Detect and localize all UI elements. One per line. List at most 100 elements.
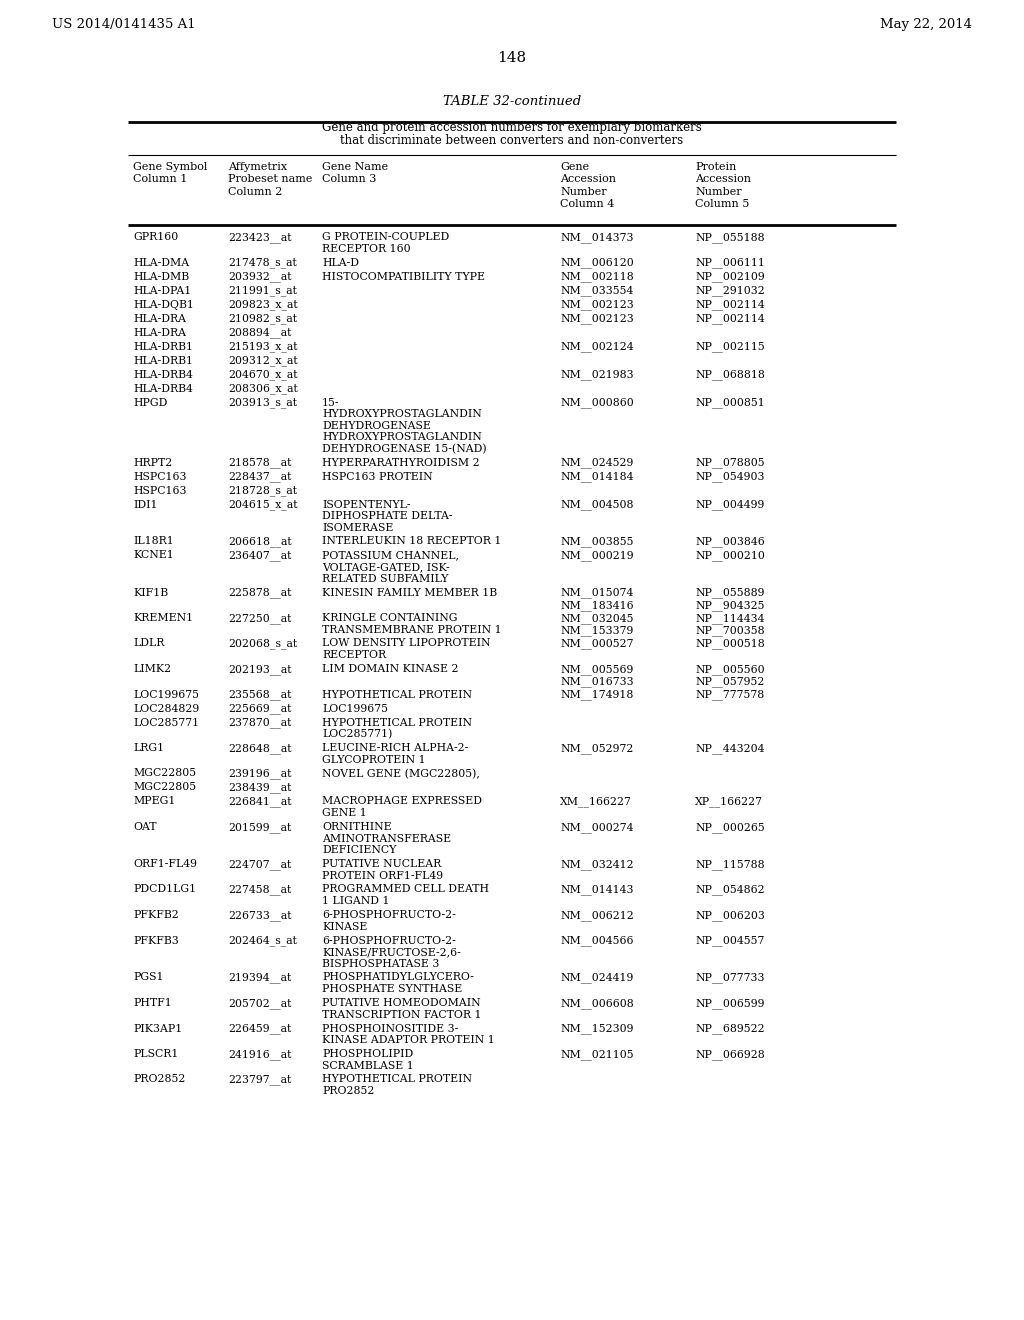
Text: 223797__at: 223797__at (228, 1074, 291, 1085)
Text: HLA-DRB4: HLA-DRB4 (133, 384, 193, 393)
Text: PHOSPHOINOSITIDE 3-
KINASE ADAPTOR PROTEIN 1: PHOSPHOINOSITIDE 3- KINASE ADAPTOR PROTE… (322, 1023, 495, 1045)
Text: US 2014/0141435 A1: US 2014/0141435 A1 (52, 18, 196, 30)
Text: NM__002123: NM__002123 (560, 314, 634, 325)
Text: NM__014373: NM__014373 (560, 232, 634, 243)
Text: LOC284829: LOC284829 (133, 704, 200, 714)
Text: LOC199675: LOC199675 (133, 689, 199, 700)
Text: NP__068818: NP__068818 (695, 370, 765, 380)
Text: 6-PHOSPHOFRUCTO-2-
KINASE/FRUCTOSE-2,6-
BISPHOSPHATASE 3: 6-PHOSPHOFRUCTO-2- KINASE/FRUCTOSE-2,6- … (322, 936, 461, 969)
Text: NM__024419: NM__024419 (560, 973, 634, 983)
Text: NM__015074
NM__183416: NM__015074 NM__183416 (560, 587, 634, 611)
Text: NP__054903: NP__054903 (695, 471, 765, 482)
Text: NP__002115: NP__002115 (695, 342, 765, 352)
Text: 227250__at: 227250__at (228, 612, 292, 624)
Text: 238439__at: 238439__at (228, 783, 292, 793)
Text: NM__002123: NM__002123 (560, 300, 634, 310)
Text: G PROTEIN-COUPLED
RECEPTOR 160: G PROTEIN-COUPLED RECEPTOR 160 (322, 232, 450, 253)
Text: LRG1: LRG1 (133, 743, 164, 752)
Text: NP__002114: NP__002114 (695, 314, 765, 325)
Text: PHTF1: PHTF1 (133, 998, 172, 1008)
Text: 15-
HYDROXYPROSTAGLANDIN
DEHYDROGENASE
HYDROXYPROSTAGLANDIN
DEHYDROGENASE 15-(NA: 15- HYDROXYPROSTAGLANDIN DEHYDROGENASE H… (322, 397, 486, 454)
Text: NM__174918: NM__174918 (560, 689, 634, 700)
Text: NP__115788: NP__115788 (695, 859, 765, 870)
Text: XM__166227: XM__166227 (560, 796, 632, 808)
Text: NM__021105: NM__021105 (560, 1049, 634, 1060)
Text: NM__002124: NM__002124 (560, 342, 634, 352)
Text: PGS1: PGS1 (133, 973, 164, 982)
Text: NM__000274: NM__000274 (560, 822, 634, 833)
Text: HLA-DMB: HLA-DMB (133, 272, 189, 281)
Text: NP__777578: NP__777578 (695, 689, 764, 700)
Text: NM__032045
NM__153379: NM__032045 NM__153379 (560, 612, 634, 636)
Text: 202464_s_at: 202464_s_at (228, 936, 297, 946)
Text: 210982_s_at: 210982_s_at (228, 314, 297, 325)
Text: NP__114434
NP__700358: NP__114434 NP__700358 (695, 612, 765, 636)
Text: KCNE1: KCNE1 (133, 550, 174, 561)
Text: 235568__at: 235568__at (228, 689, 292, 700)
Text: NP__078805: NP__078805 (695, 458, 765, 469)
Text: 206618__at: 206618__at (228, 536, 292, 548)
Text: NM__000527: NM__000527 (560, 639, 634, 649)
Text: LOW DENSITY LIPOPROTEIN
RECEPTOR: LOW DENSITY LIPOPROTEIN RECEPTOR (322, 639, 490, 660)
Text: NP__006111: NP__006111 (695, 257, 765, 268)
Text: NP__291032: NP__291032 (695, 285, 765, 296)
Text: 209823_x_at: 209823_x_at (228, 300, 298, 310)
Text: NP__005560
NP__057952: NP__005560 NP__057952 (695, 664, 765, 686)
Text: NM__021983: NM__021983 (560, 370, 634, 380)
Text: 148: 148 (498, 51, 526, 65)
Text: 211991_s_at: 211991_s_at (228, 285, 297, 296)
Text: NP__689522: NP__689522 (695, 1023, 765, 1034)
Text: 204670_x_at: 204670_x_at (228, 370, 298, 380)
Text: NM__032412: NM__032412 (560, 859, 634, 870)
Text: Gene and protein accession numbers for exemplary biomarkers: Gene and protein accession numbers for e… (323, 121, 701, 135)
Text: 227458__at: 227458__at (228, 884, 291, 895)
Text: 215193_x_at: 215193_x_at (228, 342, 298, 352)
Text: LEUCINE-RICH ALPHA-2-
GLYCOPROTEIN 1: LEUCINE-RICH ALPHA-2- GLYCOPROTEIN 1 (322, 743, 468, 764)
Text: LOC199675: LOC199675 (322, 704, 388, 714)
Text: NM__024529: NM__024529 (560, 458, 634, 469)
Text: TABLE 32-continued: TABLE 32-continued (442, 95, 582, 108)
Text: NP__443204: NP__443204 (695, 743, 765, 754)
Text: KINESIN FAMILY MEMBER 1B: KINESIN FAMILY MEMBER 1B (322, 587, 497, 598)
Text: 6-PHOSPHOFRUCTO-2-
KINASE: 6-PHOSPHOFRUCTO-2- KINASE (322, 909, 456, 932)
Text: NP__000851: NP__000851 (695, 397, 765, 408)
Text: 202193__at: 202193__at (228, 664, 292, 675)
Text: 219394__at: 219394__at (228, 973, 291, 983)
Text: NP__066928: NP__066928 (695, 1049, 765, 1060)
Text: 223423__at: 223423__at (228, 232, 292, 243)
Text: HLA-DRB1: HLA-DRB1 (133, 355, 193, 366)
Text: HLA-DPA1: HLA-DPA1 (133, 285, 191, 296)
Text: HYPERPARATHYROIDISM 2: HYPERPARATHYROIDISM 2 (322, 458, 479, 467)
Text: Protein
Accession
Number
Column 5: Protein Accession Number Column 5 (695, 162, 751, 209)
Text: May 22, 2014: May 22, 2014 (880, 18, 972, 30)
Text: 236407__at: 236407__at (228, 550, 292, 561)
Text: NP__006599: NP__006599 (695, 998, 765, 1008)
Text: HLA-DRA: HLA-DRA (133, 327, 186, 338)
Text: Affymetrix
Probeset name
Column 2: Affymetrix Probeset name Column 2 (228, 162, 312, 197)
Text: 226841__at: 226841__at (228, 796, 292, 808)
Text: HSPC163 PROTEIN: HSPC163 PROTEIN (322, 471, 432, 482)
Text: PROGRAMMED CELL DEATH
1 LIGAND 1: PROGRAMMED CELL DEATH 1 LIGAND 1 (322, 884, 489, 906)
Text: NM__004508: NM__004508 (560, 499, 634, 511)
Text: 203932__at: 203932__at (228, 272, 292, 282)
Text: HYPOTHETICAL PROTEIN: HYPOTHETICAL PROTEIN (322, 689, 472, 700)
Text: 218578__at: 218578__at (228, 458, 292, 469)
Text: ISOPENTENYL-
DIPHOSPHATE DELTA-
ISOMERASE: ISOPENTENYL- DIPHOSPHATE DELTA- ISOMERAS… (322, 499, 453, 533)
Text: NM__052972: NM__052972 (560, 743, 634, 754)
Text: PUTATIVE HOMEODOMAIN
TRANSCRIPTION FACTOR 1: PUTATIVE HOMEODOMAIN TRANSCRIPTION FACTO… (322, 998, 481, 1019)
Text: PHOSPHATIDYLGLYCERO-
PHOSPHATE SYNTHASE: PHOSPHATIDYLGLYCERO- PHOSPHATE SYNTHASE (322, 973, 474, 994)
Text: NP__004557: NP__004557 (695, 936, 764, 946)
Text: 208306_x_at: 208306_x_at (228, 384, 298, 395)
Text: NP__006203: NP__006203 (695, 909, 765, 921)
Text: MGC22805: MGC22805 (133, 768, 197, 779)
Text: 225669__at: 225669__at (228, 704, 292, 714)
Text: Gene Symbol
Column 1: Gene Symbol Column 1 (133, 162, 208, 185)
Text: PRO2852: PRO2852 (133, 1074, 185, 1085)
Text: Gene
Accession
Number
Column 4: Gene Accession Number Column 4 (560, 162, 616, 209)
Text: NM__033554: NM__033554 (560, 285, 634, 296)
Text: PHOSPHOLIPID
SCRAMBLASE 1: PHOSPHOLIPID SCRAMBLASE 1 (322, 1049, 414, 1071)
Text: NM__006608: NM__006608 (560, 998, 634, 1008)
Text: OAT: OAT (133, 822, 157, 832)
Text: PFKFB3: PFKFB3 (133, 936, 179, 945)
Text: NP__000210: NP__000210 (695, 550, 765, 561)
